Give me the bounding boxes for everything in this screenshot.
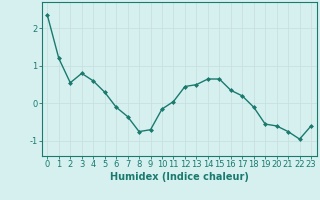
- X-axis label: Humidex (Indice chaleur): Humidex (Indice chaleur): [110, 172, 249, 182]
